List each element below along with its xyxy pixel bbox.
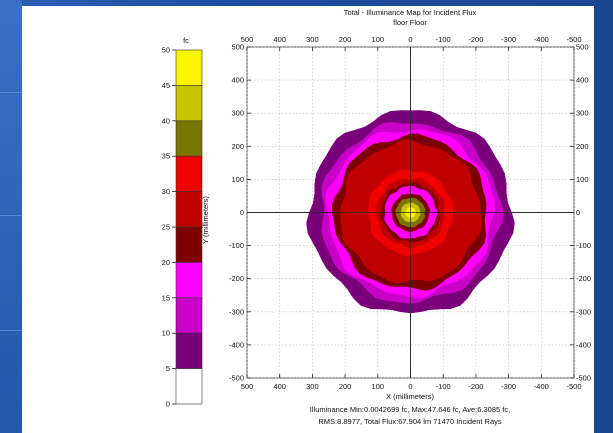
colorbar-tick-label: 0 [166,400,170,409]
y-tick-label-right: 100 [576,175,589,184]
y-tick-label-left: 0 [240,208,244,217]
colorbar-tick-label: 40 [162,116,170,125]
x-tick-label-bottom: -400 [534,382,549,391]
colorbar-tick-label: 10 [162,329,170,338]
y-tick-label-right: -300 [576,307,591,316]
x-tick-label-bottom: -200 [468,382,483,391]
chart-subtitle: floor Floor [393,18,427,27]
y-tick-label-left: -400 [229,340,244,349]
x-tick-label-bottom: -500 [566,382,581,391]
x-tick-label-bottom: 400 [273,382,286,391]
y-tick-label-left: 300 [231,109,244,118]
stats-line-1: Illuminance Min:0.0042699 fc, Max:47.646… [310,405,510,414]
stats-line-2: RMS:8.8977, Total Flux:67.904 lm 71470 I… [318,417,502,426]
y-tick-label-left: 500 [231,43,244,52]
x-tick-label-top: -500 [566,35,581,44]
x-axis-label: X (millimeters) [386,392,434,401]
x-tick-label-bottom: 500 [241,382,254,391]
colorbar-band [175,332,203,369]
x-tick-label-bottom: 200 [339,382,352,391]
slide-stripe-line [0,92,22,93]
illuminance-chart: Total - Illuminance Map for Incident Flu… [162,8,591,426]
colorbar-band [175,120,203,157]
y-tick-label-right: 500 [576,43,589,52]
x-tick-label-bottom: 100 [372,382,385,391]
colorbar-band [175,297,203,334]
slide-stripe-line [0,215,22,216]
colorbar-band [175,155,203,192]
y-tick-label-right: -100 [576,241,591,250]
slide-left-stripe [0,0,22,433]
x-tick-label-top: 100 [372,35,385,44]
colorbar-tick-label: 35 [162,152,170,161]
colorbar-tick-label: 45 [162,81,170,90]
x-tick-label-top: 200 [339,35,352,44]
chart-title: Total - Illuminance Map for Incident Flu… [344,8,477,17]
y-tick-label-left: -100 [229,241,244,250]
y-tick-label-left: 100 [231,175,244,184]
y-tick-label-left: 400 [231,76,244,85]
y-tick-label-left: -200 [229,274,244,283]
x-tick-label-bottom: 0 [408,382,412,391]
x-tick-label-top: -400 [534,35,549,44]
y-tick-label-left: 200 [231,142,244,151]
x-tick-label-bottom: -100 [436,382,451,391]
x-tick-label-bottom: 300 [306,382,319,391]
colorbar-band [175,85,203,122]
y-tick-label-left: -300 [229,307,244,316]
x-tick-label-top: 500 [241,35,254,44]
y-tick-label-right: -400 [576,340,591,349]
colorbar-band [175,368,203,405]
y-tick-label-right: 200 [576,142,589,151]
x-tick-label-top: 0 [408,35,412,44]
colorbar-tick-label: 15 [162,293,170,302]
x-tick-label-top: -200 [468,35,483,44]
plot-area: 50050040040030030020020010010000-100-100… [229,35,591,391]
colorbar-tick-label: 20 [162,258,170,267]
y-tick-label-right: 300 [576,109,589,118]
slide-stripe-line [0,330,22,331]
x-tick-label-top: 400 [273,35,286,44]
colorbar-band [175,262,203,299]
x-tick-label-bottom: -300 [501,382,516,391]
y-tick-label-right: -200 [576,274,591,283]
colorbar-tick-label: 30 [162,187,170,196]
colorbar-tick-label: 50 [162,46,170,55]
x-tick-label-top: -300 [501,35,516,44]
y-tick-label-right: 0 [576,208,580,217]
colorbar-band [175,49,203,86]
y-tick-label-right: -500 [576,374,591,383]
y-axis-label: Y (millimeters) [201,196,210,244]
y-tick-label-left: -500 [229,374,244,383]
colorbar-unit-label: fc [183,36,189,45]
colorbar-band [175,191,203,228]
y-tick-label-right: 400 [576,76,589,85]
x-tick-label-top: 300 [306,35,319,44]
colorbar-tick-label: 25 [162,223,170,232]
x-tick-label-top: -100 [436,35,451,44]
colorbar-tick-label: 5 [166,364,170,373]
colorbar-band [175,226,203,263]
chart-panel: Total - Illuminance Map for Incident Flu… [22,6,594,433]
